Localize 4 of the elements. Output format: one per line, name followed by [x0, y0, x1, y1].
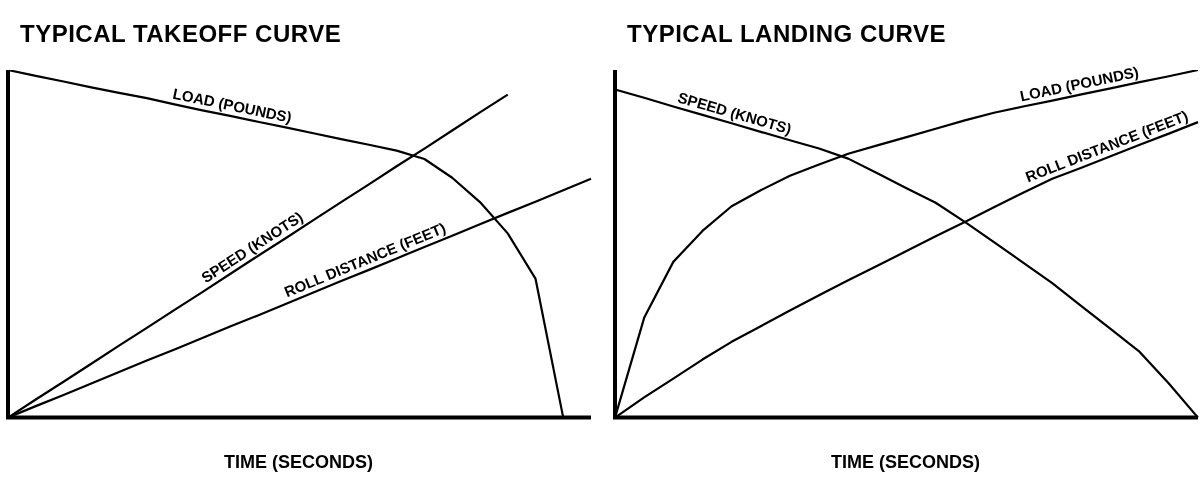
chart-title: TYPICAL TAKEOFF CURVE: [20, 20, 343, 49]
x-axis-title: TIME (SECONDS): [223, 452, 374, 473]
chart-title: TYPICAL LANDING CURVE: [627, 20, 947, 49]
x-axis-title: TIME (SECONDS): [830, 452, 981, 473]
